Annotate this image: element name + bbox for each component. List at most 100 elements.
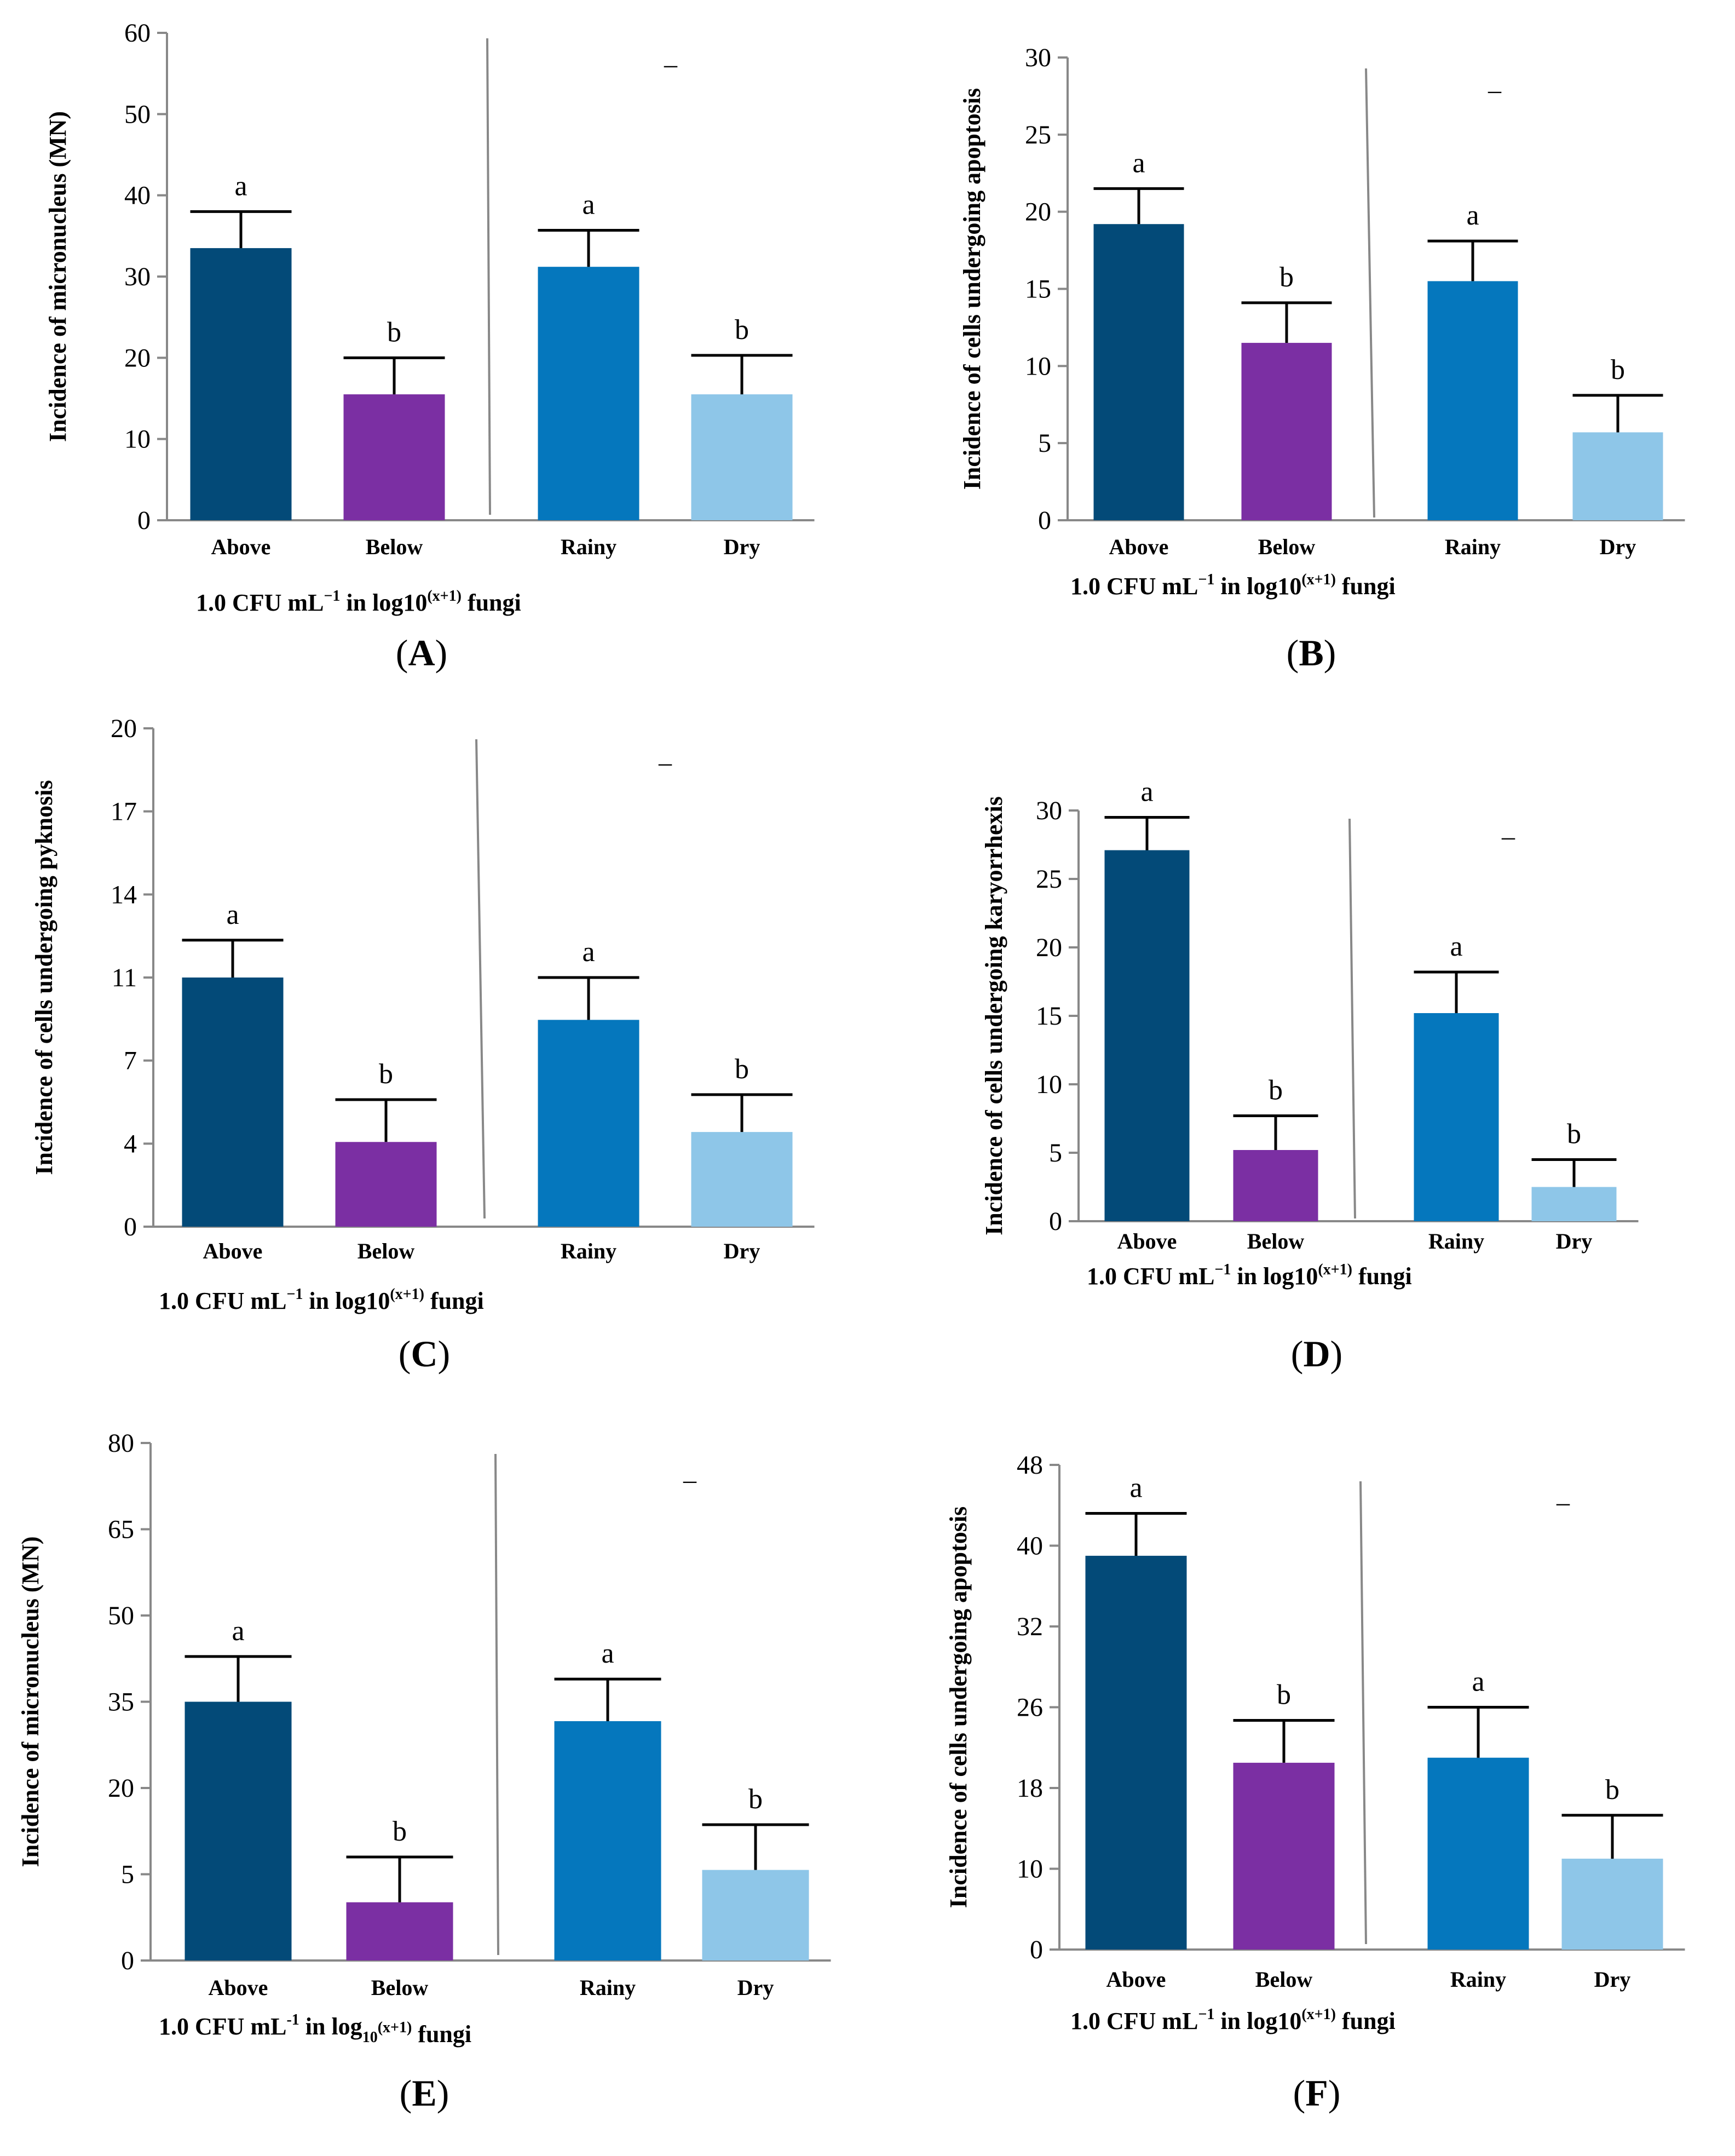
y-tick-label: 65 xyxy=(108,1515,134,1544)
significance-letter: b xyxy=(1279,262,1294,293)
x-label-text: in log xyxy=(299,2013,362,2040)
significance-letter: a xyxy=(1140,777,1153,808)
chart-panel-e: 0 5 20 35 50 65 80 Incidence of micronucleus (M… xyxy=(17,1429,831,2114)
bar-below xyxy=(343,394,445,520)
y-tick-label: 10 xyxy=(1025,352,1051,381)
significance-letter: b xyxy=(1269,1075,1283,1106)
panel-letter: C xyxy=(411,1333,437,1375)
x-label-text: fungi xyxy=(462,589,521,616)
x-label-text: 1.0 CFU mL xyxy=(1087,1263,1214,1290)
panel-paren: ) xyxy=(435,632,448,674)
y-tick-label: 40 xyxy=(1017,1532,1043,1561)
x-label-superscript: (x+1) xyxy=(390,1286,424,1303)
group-divider xyxy=(1359,1481,1367,1945)
significance-letter: a xyxy=(582,936,595,968)
group-divider xyxy=(486,38,491,515)
significance-letter: a xyxy=(232,1615,244,1647)
x-label-text: in log10 xyxy=(303,1287,390,1314)
y-tick-label: 4 xyxy=(124,1129,137,1158)
y-tick-label: 30 xyxy=(124,262,151,291)
chart-panel-f: 0 10 18 26 32 40 48 Incidence of cells undergoi… xyxy=(945,1451,1685,2114)
y-tick-label: 80 xyxy=(108,1429,134,1458)
y-tick-label: 5 xyxy=(1049,1139,1062,1168)
panel-paren: ( xyxy=(396,632,408,674)
y-tick-label: 25 xyxy=(1036,865,1062,894)
bar-rainy xyxy=(1414,1013,1499,1221)
stray-mark: – xyxy=(658,748,672,777)
x-label-superscript: (x+1) xyxy=(1301,571,1336,588)
significance-letter: a xyxy=(226,899,239,930)
category-label: Below xyxy=(1255,1967,1313,1992)
y-tick-label: 10 xyxy=(124,425,151,454)
x-label-superscript: (x+1) xyxy=(1301,2006,1336,2023)
y-tick-label: 0 xyxy=(121,1946,134,1975)
x-label-text: 1.0 CFU mL xyxy=(196,589,324,616)
significance-letter: a xyxy=(582,189,595,220)
significance-letter: a xyxy=(601,1638,614,1669)
bar-above xyxy=(1085,1555,1187,1950)
y-tick-label: 15 xyxy=(1025,275,1051,304)
panel-paren: ) xyxy=(438,1333,451,1375)
bar-rainy xyxy=(554,1721,661,1960)
y-tick-label: 0 xyxy=(1038,506,1051,535)
panel-letter: A xyxy=(408,632,435,674)
category-label: Above xyxy=(211,534,271,559)
stray-mark: – xyxy=(664,50,678,79)
y-tick-label: 60 xyxy=(124,19,151,48)
category-label: Rainy xyxy=(1445,534,1501,559)
panel-paren: ) xyxy=(1324,632,1336,674)
significance-letter: a xyxy=(1129,1473,1142,1504)
stray-mark: – xyxy=(1501,822,1515,851)
x-label-superscript: −1 xyxy=(286,1286,303,1303)
panel-paren: ( xyxy=(399,1333,411,1375)
significance-letter: b xyxy=(735,314,749,346)
bar-above xyxy=(1093,224,1184,520)
category-label: Rainy xyxy=(1450,1967,1506,1992)
x-label-text: 1.0 CFU mL xyxy=(159,1287,286,1314)
y-tick-label: 30 xyxy=(1025,43,1051,72)
y-tick-label: 18 xyxy=(1017,1774,1043,1803)
significance-letter: b xyxy=(1611,354,1625,386)
category-label: Below xyxy=(1258,534,1316,559)
x-axis-label: 1.0 CFU mL−1 in log10(x+1) fungi xyxy=(1087,1261,1412,1290)
category-label: Dry xyxy=(737,1975,774,2000)
panel-label: (D) xyxy=(1291,1333,1342,1375)
bar-dry xyxy=(702,1870,809,1960)
category-label: Below xyxy=(371,1975,429,2000)
bar-above xyxy=(1104,850,1190,1221)
category-label: Dry xyxy=(1594,1967,1631,1992)
y-tick-label: 0 xyxy=(1030,1935,1043,1964)
x-label-text: in log10 xyxy=(1214,573,1301,600)
bar-below xyxy=(1233,1150,1318,1221)
chart-panel-b: 0 5 10 15 20 25 30 Incidence of cells undergoin… xyxy=(959,43,1685,674)
panel-letter: D xyxy=(1303,1333,1330,1375)
x-axis-label: 1.0 CFU mL-1 in log10(x+1) fungi xyxy=(159,2011,471,2048)
group-divider xyxy=(1348,818,1356,1219)
chart-panel-a: 0 10 20 30 40 50 60 Incidence of micronucleus (… xyxy=(44,19,815,674)
x-label-text: 1.0 CFU mL xyxy=(159,2013,286,2040)
y-tick-label: 20 xyxy=(1025,198,1051,227)
significance-letter: b xyxy=(1605,1774,1619,1806)
x-label-text: 1.0 CFU mL xyxy=(1070,573,1198,600)
y-tick-label: 20 xyxy=(1036,933,1062,962)
chart-panel-c: 0 4 7 11 14 17 20 Incidence of cells undergoing… xyxy=(31,714,815,1375)
x-label-superscript: −1 xyxy=(324,588,340,605)
bar-below xyxy=(335,1142,437,1227)
y-tick-label: 15 xyxy=(1036,1002,1062,1031)
group-divider xyxy=(1365,68,1375,518)
y-tick-label: 25 xyxy=(1025,120,1051,150)
x-label-superscript: −1 xyxy=(1214,1261,1231,1278)
bar-dry xyxy=(691,1132,793,1227)
bar-rainy xyxy=(1427,281,1518,520)
y-tick-label: 40 xyxy=(124,181,151,210)
category-label: Above xyxy=(209,1975,268,2000)
y-tick-label: 11 xyxy=(112,963,137,992)
bar-dry xyxy=(1561,1859,1663,1950)
x-label-text: 1.0 CFU mL xyxy=(1070,2008,1198,2034)
significance-letter: a xyxy=(1472,1666,1484,1698)
y-tick-label: 10 xyxy=(1017,1855,1043,1884)
panel-paren: ( xyxy=(400,2072,412,2114)
significance-letter: b xyxy=(387,317,401,348)
y-tick-label: 10 xyxy=(1036,1070,1062,1099)
